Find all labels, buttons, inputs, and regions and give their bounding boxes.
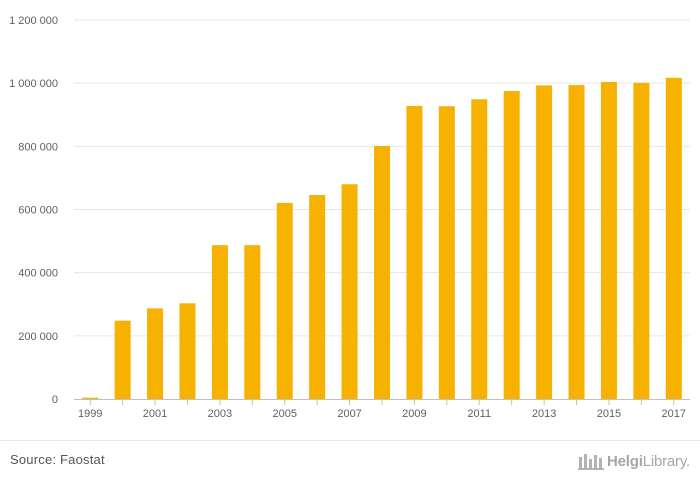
y-tick-label: 1 200 000 [9, 15, 58, 27]
bar-2002 [179, 303, 196, 399]
x-tick-label: 2017 [662, 408, 686, 420]
bar-2007 [341, 184, 358, 399]
y-tick-label: 200 000 [18, 331, 58, 343]
bar-2015 [600, 81, 617, 400]
x-tick-label: 2001 [143, 408, 167, 420]
y-tick-label: 1 000 000 [9, 78, 58, 90]
bar-2006 [309, 194, 326, 399]
bar-chart: 0 200 000 400 000 600 000 800 000 1 000 000 1 … [9, 15, 690, 420]
x-tick-label: 2009 [402, 408, 426, 420]
x-tick-label: 2011 [467, 408, 491, 420]
x-tick-label: 2013 [532, 408, 556, 420]
bar-2005 [276, 202, 293, 399]
x-tick-label: 1999 [78, 408, 102, 420]
bar-2017 [665, 77, 682, 400]
bar-2012 [503, 91, 520, 399]
x-tick-label: 2003 [208, 408, 232, 420]
bar-2008 [374, 146, 390, 399]
x-tick-label: 2015 [597, 408, 621, 420]
y-tick-label: 400 000 [18, 268, 58, 280]
y-tick-label: 600 000 [18, 205, 58, 217]
bar-2016 [633, 82, 650, 399]
bar-2010 [438, 106, 455, 399]
bar-2000 [114, 320, 131, 399]
bar-2014 [568, 85, 585, 399]
bar-1999 [82, 397, 99, 399]
x-tick-label: 2007 [337, 408, 361, 420]
chart-footer: Source: Faostat HelgiLibrary. [0, 440, 700, 483]
logo-text-light: Library. [642, 452, 691, 470]
castle-icon [578, 454, 604, 470]
bar-2003 [211, 245, 228, 399]
bar-2001 [147, 308, 164, 399]
y-tick-label: 800 000 [18, 141, 58, 153]
bar-2004 [244, 245, 261, 399]
x-tick-label: 2005 [272, 408, 296, 420]
helgi-library-logo[interactable]: HelgiLibrary. [578, 449, 690, 473]
bar-2009 [406, 105, 423, 399]
chart-area: 0 200 000 400 000 600 000 800 000 1 000 000 1 … [9, 15, 690, 420]
logo-text-bold: Helgi [607, 452, 643, 470]
bar-2013 [536, 85, 553, 399]
source-note: Source: Faostat [10, 452, 105, 467]
y-tick-label: 0 [52, 394, 58, 406]
bar-2011 [471, 99, 488, 399]
